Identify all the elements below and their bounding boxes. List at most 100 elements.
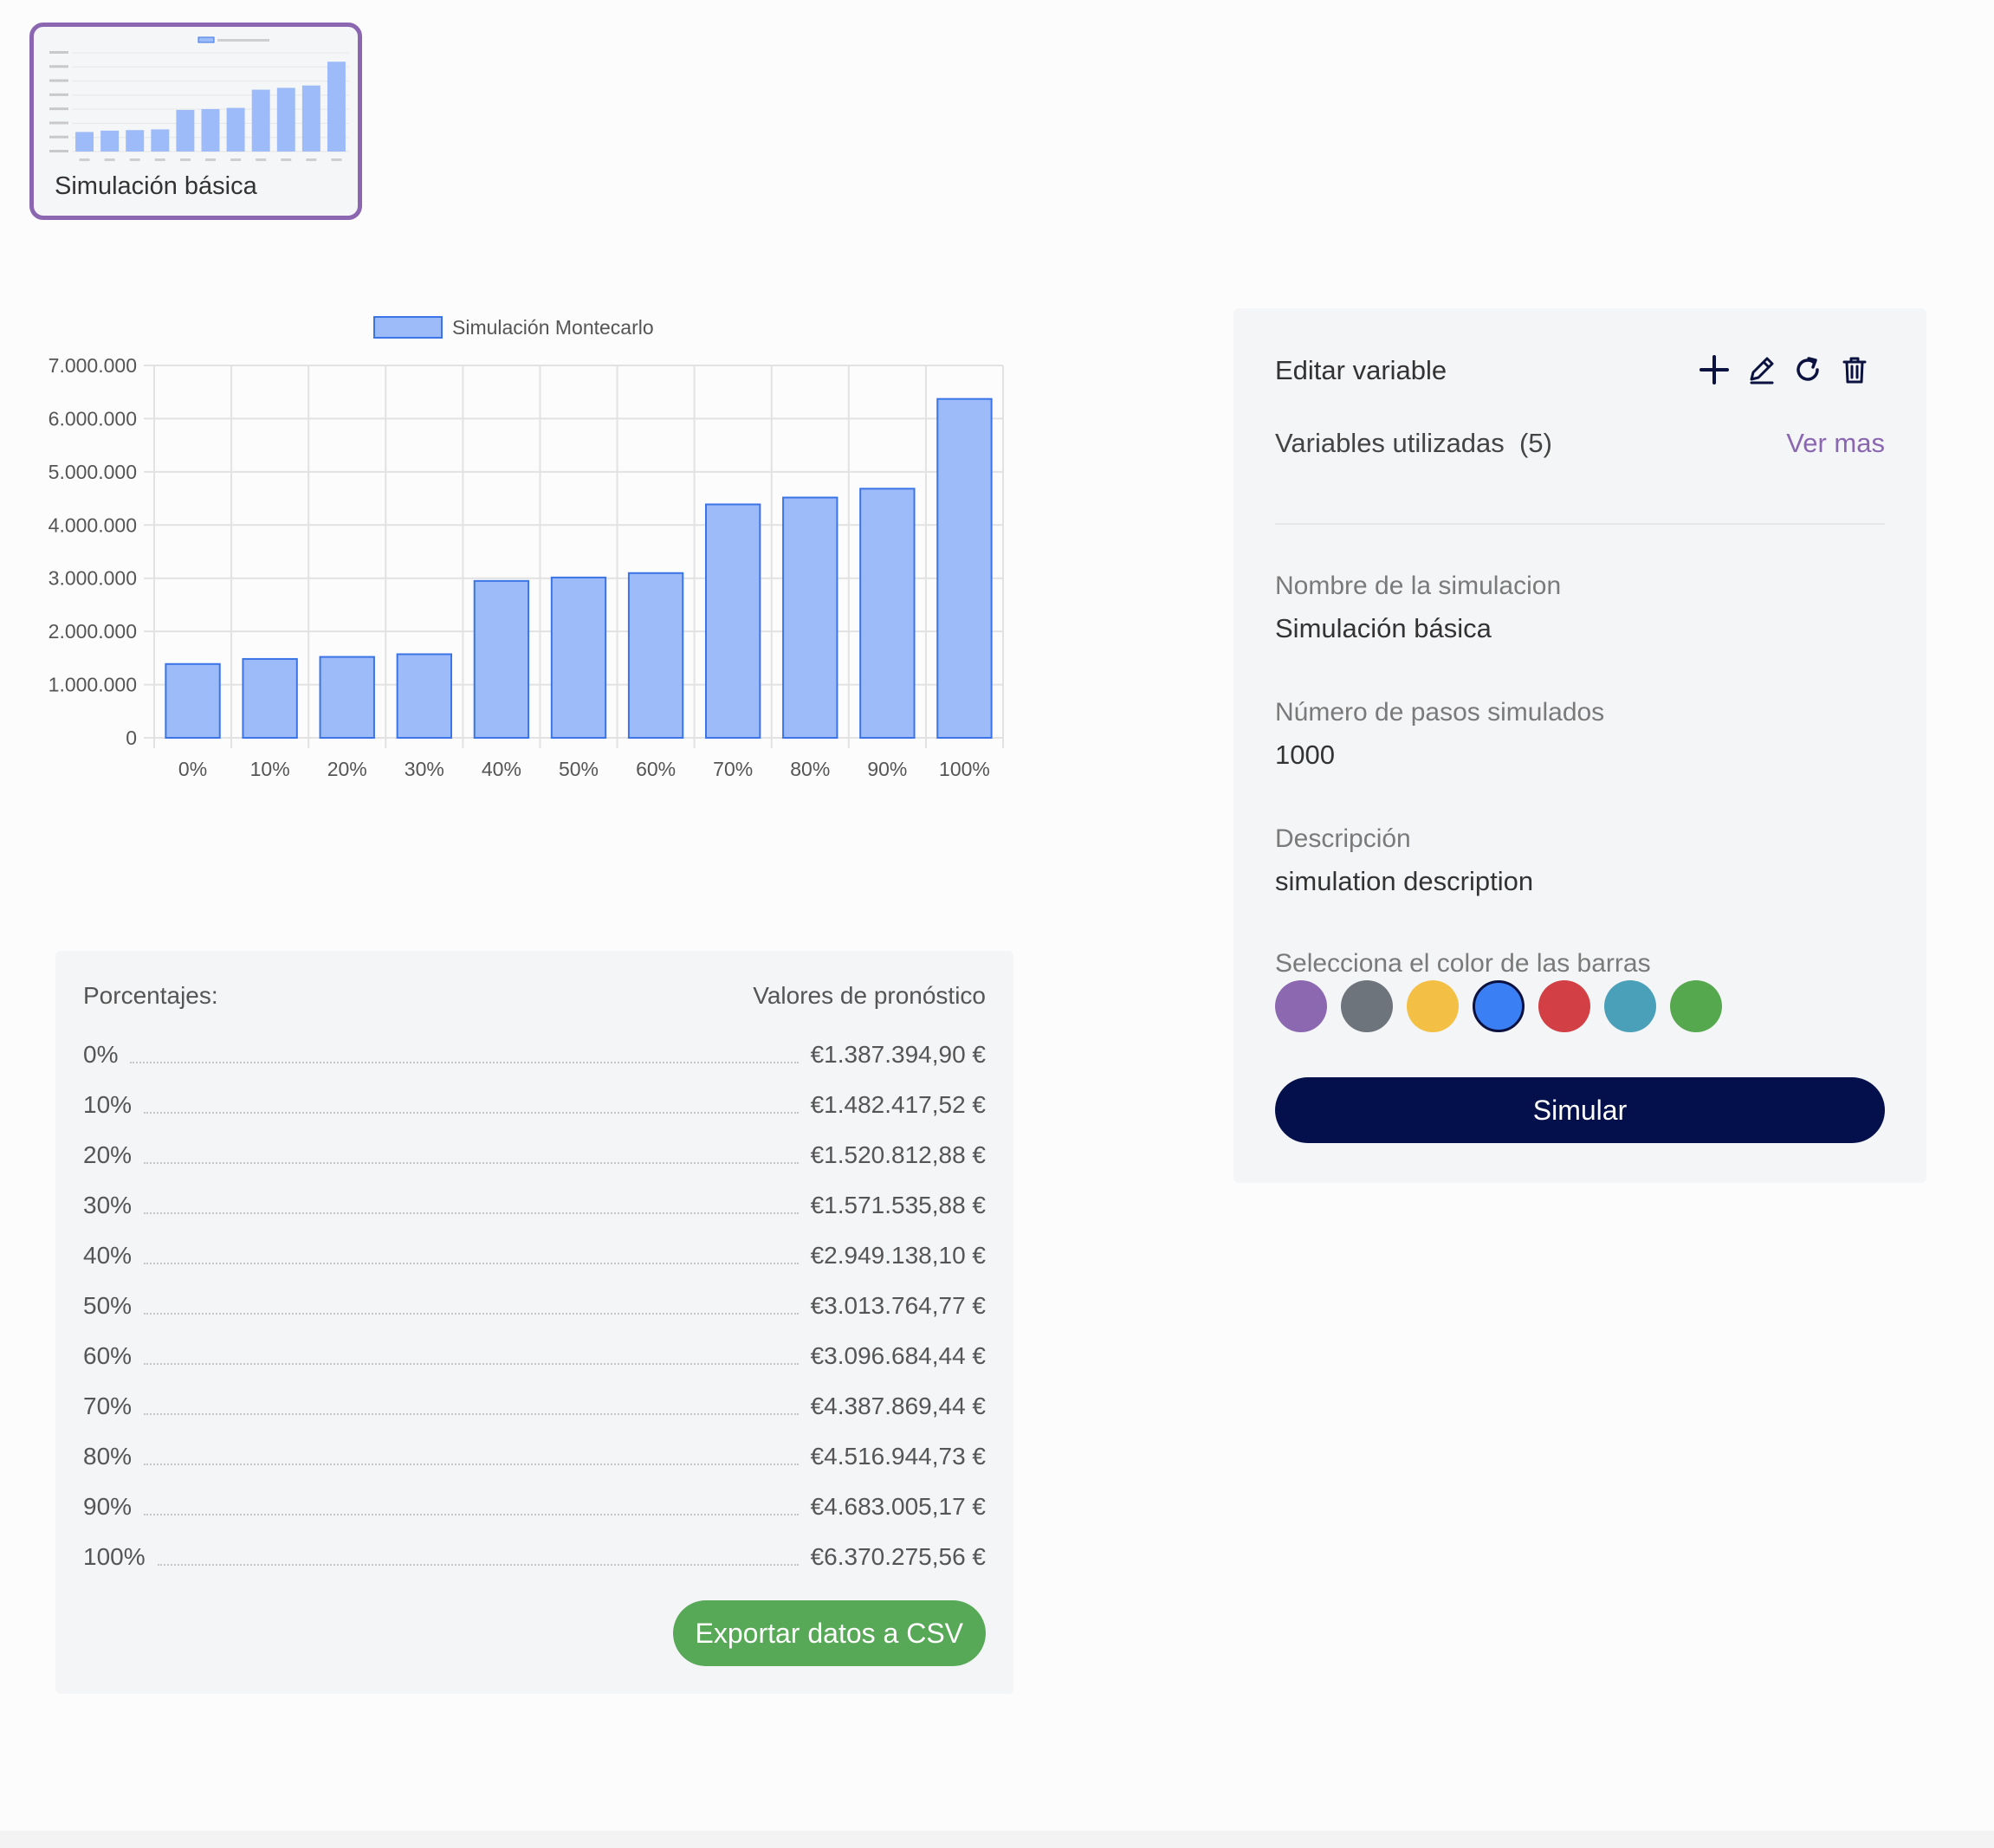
- thumb-tick-mark: [49, 121, 68, 125]
- dotted-leader: [144, 1463, 799, 1465]
- dotted-leader: [130, 1061, 799, 1063]
- thumb-x-tick: [281, 158, 292, 161]
- forecast-percentage: 100%: [83, 1543, 146, 1570]
- legend-swatch[interactable]: [373, 316, 443, 339]
- forecast-percentage: 20%: [83, 1141, 133, 1168]
- forecast-value: €4.516.944,73 €: [810, 1443, 986, 1470]
- description-label: Descripción: [1275, 824, 1411, 853]
- color-swatch[interactable]: [1538, 980, 1590, 1032]
- thumb-x-tick: [331, 158, 342, 161]
- trash-icon[interactable]: [1838, 353, 1871, 386]
- forecast-row: 40% €2.949.138,10 €: [83, 1219, 986, 1270]
- simulate-button[interactable]: Simular: [1275, 1077, 1885, 1143]
- x-tick-label: 10%: [250, 758, 290, 780]
- thumb-tick-mark: [49, 135, 68, 139]
- steps-value: 1000: [1275, 740, 1335, 770]
- color-swatch[interactable]: [1473, 980, 1525, 1032]
- bar[interactable]: [550, 576, 607, 740]
- forecast-percentage: 70%: [83, 1392, 133, 1419]
- thumb-x-tick: [256, 158, 267, 161]
- bar[interactable]: [627, 572, 684, 739]
- thumb-tick-mark: [49, 51, 68, 54]
- forecast-value: €1.571.535,88 €: [810, 1192, 986, 1218]
- forecast-value: €3.096.684,44 €: [810, 1342, 986, 1369]
- forecast-row: 10% €1.482.417,52 €: [83, 1069, 986, 1119]
- forecast-value: €1.520.812,88 €: [810, 1141, 986, 1168]
- plus-icon[interactable]: [1698, 353, 1731, 386]
- forecast-row: 70% €4.387.869,44 €: [83, 1370, 986, 1420]
- thumb-x-tick: [104, 158, 115, 161]
- steps-label: Número de pasos simulados: [1275, 698, 1605, 727]
- thumb-tick-mark: [49, 65, 68, 68]
- forecast-row: 90% €4.683.005,17 €: [83, 1470, 986, 1521]
- thumb-bar: [176, 109, 195, 152]
- bar[interactable]: [705, 503, 761, 739]
- forecast-row: 80% €4.516.944,73 €: [83, 1420, 986, 1470]
- forecast-row: 60% €3.096.684,44 €: [83, 1320, 986, 1370]
- variable-actions: [1698, 353, 1871, 386]
- forecast-value: €6.370.275,56 €: [810, 1543, 986, 1570]
- bar-color-picker: [1275, 980, 1722, 1032]
- pencil-icon[interactable]: [1745, 353, 1777, 386]
- color-swatch[interactable]: [1275, 980, 1327, 1032]
- forecast-value: €2.949.138,10 €: [810, 1242, 986, 1269]
- y-tick-label: 7.000.000: [49, 354, 137, 377]
- bar[interactable]: [473, 579, 530, 739]
- y-tick-label: 2.000.000: [49, 620, 137, 643]
- thumb-legend-swatch: [197, 36, 215, 43]
- bar[interactable]: [165, 662, 221, 740]
- y-tick-label: 6.000.000: [49, 407, 137, 430]
- variables-used-label: Variables utilizadas (5): [1275, 428, 1552, 458]
- color-swatch[interactable]: [1604, 980, 1656, 1032]
- dotted-leader: [144, 1161, 799, 1164]
- forecast-panel: Porcentajes: Valores de pronóstico 0% €1.…: [55, 951, 1013, 1694]
- thumbnail-title: Simulación básica: [55, 172, 257, 200]
- thumb-bar: [327, 61, 346, 152]
- color-swatch[interactable]: [1407, 980, 1459, 1032]
- bar-color-label: Selecciona el color de las barras: [1275, 949, 1651, 978]
- forecast-percentage: 0%: [83, 1041, 119, 1068]
- y-tick-label: 4.000.000: [49, 514, 137, 536]
- bar[interactable]: [242, 657, 298, 739]
- export-csv-button[interactable]: Exportar datos a CSV: [672, 1600, 986, 1666]
- ver-mas-link[interactable]: Ver mas: [1786, 428, 1885, 458]
- thumb-x-tick: [79, 158, 90, 161]
- bar[interactable]: [782, 496, 838, 739]
- divider: [1275, 523, 1885, 525]
- x-tick-label: 0%: [178, 758, 207, 780]
- bar[interactable]: [936, 397, 993, 739]
- x-tick-label: 60%: [636, 758, 676, 780]
- x-tick-label: 100%: [939, 758, 990, 780]
- refresh-icon[interactable]: [1791, 353, 1824, 386]
- forecast-row: 0% €1.387.394,90 €: [83, 1018, 986, 1069]
- dotted-leader: [144, 1362, 799, 1365]
- thumbnail-chart: [49, 36, 349, 161]
- bar[interactable]: [859, 488, 916, 739]
- forecast-percentage: 60%: [83, 1342, 133, 1369]
- bar[interactable]: [319, 656, 375, 740]
- forecast-row: 100% €6.370.275,56 €: [83, 1521, 986, 1571]
- edit-variable-label: Editar variable: [1275, 355, 1447, 385]
- forecast-value: €1.387.394,90 €: [810, 1041, 986, 1068]
- y-tick-label: 3.000.000: [49, 567, 137, 590]
- thumb-x-tick: [154, 158, 165, 161]
- thumb-bar: [151, 129, 170, 152]
- dotted-leader: [144, 1513, 799, 1515]
- thumb-x-tick: [230, 158, 242, 161]
- simulation-thumbnail-card[interactable]: Simulación básica: [29, 23, 362, 220]
- thumb-bar: [276, 87, 295, 152]
- forecast-list: 0% €1.387.394,90 € 10% €1.482.417,52 € 20% €1…: [83, 1018, 986, 1571]
- dotted-leader: [144, 1212, 799, 1214]
- forecast-percentage: 30%: [83, 1192, 133, 1218]
- simulation-name-value: Simulación básica: [1275, 613, 1492, 643]
- y-tick-label: 5.000.000: [49, 461, 137, 483]
- thumb-bar: [201, 108, 220, 152]
- color-swatch[interactable]: [1341, 980, 1393, 1032]
- thumb-x-tick: [179, 158, 191, 161]
- forecast-row: 20% €1.520.812,88 €: [83, 1119, 986, 1169]
- bar[interactable]: [396, 653, 452, 739]
- color-swatch[interactable]: [1670, 980, 1722, 1032]
- y-tick-label: 1.000.000: [49, 674, 137, 696]
- thumb-x-tick: [129, 158, 140, 161]
- x-tick-label: 50%: [559, 758, 599, 780]
